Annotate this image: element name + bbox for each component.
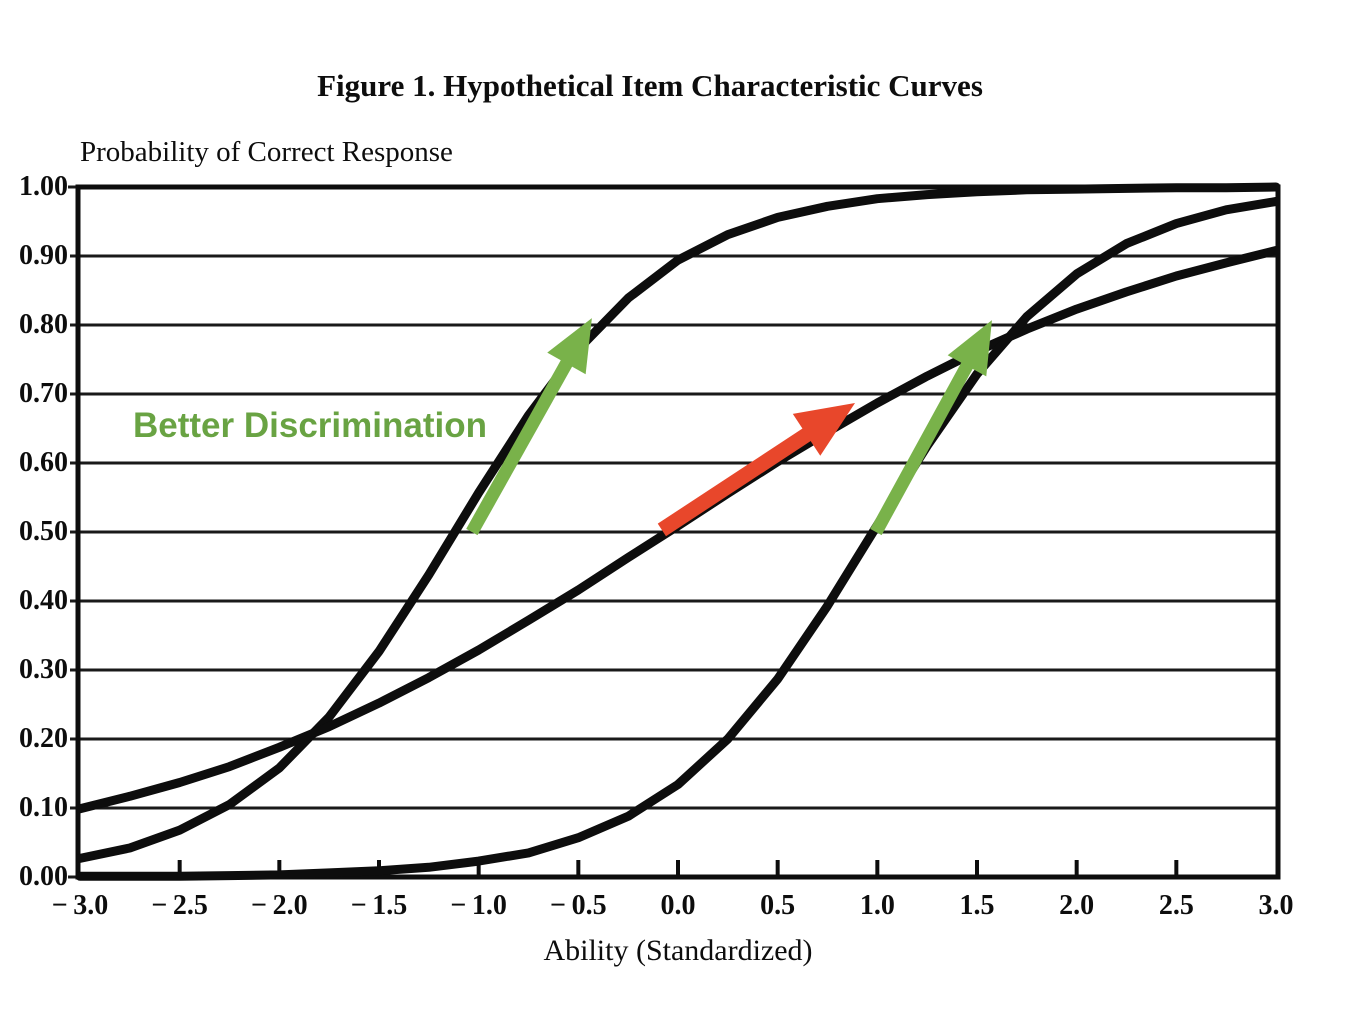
x-tick-label: − 2.0 <box>251 890 308 921</box>
x-tick-label: − 1.5 <box>350 890 408 921</box>
y-tick-label: 0.90 <box>19 240 68 271</box>
y-tick-label: 0.10 <box>19 792 68 823</box>
y-tick-label: 0.00 <box>19 861 68 892</box>
figure-title: Figure 1. Hypothetical Item Characterist… <box>317 68 983 103</box>
y-tick-label: 0.20 <box>19 723 68 754</box>
x-tick-label: − 0.5 <box>550 890 607 921</box>
better-discrimination-label: Better Discrimination <box>133 406 487 445</box>
y-tick-label: 0.40 <box>19 585 68 616</box>
green-arrow-right-head <box>947 320 992 377</box>
green-arrow-left-head <box>547 318 592 375</box>
x-tick-label: − 1.0 <box>450 890 507 921</box>
y-tick-label: 0.70 <box>19 378 68 409</box>
x-tick-label: 1.0 <box>859 890 895 921</box>
x-tick-label: 0.0 <box>660 890 696 921</box>
red-arrow-head <box>792 402 856 456</box>
x-axis-caption: Ability (Standardized) <box>543 934 813 967</box>
green-arrow-right-shaft <box>870 357 976 536</box>
y-tick-label: 0.80 <box>19 309 68 340</box>
y-tick-label: 0.50 <box>19 516 68 547</box>
x-tick-label: − 3.0 <box>51 890 109 921</box>
y-axis-caption: Probability of Correct Response <box>80 136 453 168</box>
x-tick-label: 1.5 <box>959 890 995 921</box>
green-arrow-left-shaft <box>466 355 576 536</box>
y-tick-label: 1.00 <box>19 171 68 202</box>
x-tick-label: 2.5 <box>1158 890 1194 921</box>
x-tick-label: 3.0 <box>1258 890 1294 921</box>
red-arrow-shaft <box>657 425 816 537</box>
y-tick-label: 0.30 <box>19 654 68 685</box>
plot-frame <box>75 184 1281 880</box>
icc-shallow <box>75 246 1281 814</box>
icc-steep-low-difficulty <box>75 182 1281 863</box>
x-tick-label: − 2.5 <box>151 890 208 921</box>
icc-steep-high-difficulty <box>75 197 1281 881</box>
y-tick-label: 0.60 <box>19 447 68 478</box>
x-tick-label: 0.5 <box>760 890 796 921</box>
x-tick-label: 2.0 <box>1059 890 1095 921</box>
